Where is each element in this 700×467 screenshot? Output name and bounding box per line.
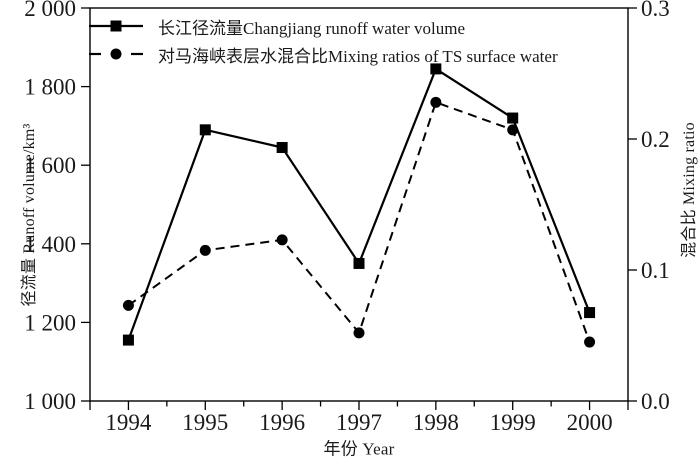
circle-marker <box>584 336 596 348</box>
series-mixing-ratio <box>122 96 596 348</box>
x-tick-label: 2000 <box>567 410 613 435</box>
solid-line-square-marker-icon <box>89 20 143 32</box>
left-y-axis-ticks: 1 000 1 200 1 400 1 600 1 800 2 000 <box>24 0 90 414</box>
left-y-tick-label: 1 400 <box>24 232 76 257</box>
square-marker <box>199 124 211 136</box>
left-y-axis-title: 径流量 Runoff volume/km³ <box>21 123 38 307</box>
series-line-solid <box>127 67 591 341</box>
circle-marker <box>199 244 211 256</box>
right-y-tick-label: 0.3 <box>641 0 670 21</box>
circle-marker <box>507 124 519 136</box>
x-tick-label: 1999 <box>490 410 536 435</box>
dashed-line-circle-marker-icon <box>89 48 143 60</box>
right-y-tick-label: 0.2 <box>641 127 670 152</box>
x-axis-title: 年份 Year <box>323 439 395 459</box>
left-y-tick-label: 1 000 <box>24 389 76 414</box>
square-marker <box>122 334 134 346</box>
x-tick-label: 1996 <box>259 410 305 435</box>
square-marker <box>584 307 596 319</box>
square-marker <box>276 142 288 154</box>
x-tick-label: 1994 <box>105 410 152 435</box>
legend: 长江径流量Changjiang runoff water volume 对马海峡… <box>87 12 558 68</box>
x-axis-ticks: 1994 1995 1996 1997 1998 1999 2000 <box>89 401 629 435</box>
square-marker <box>353 257 365 269</box>
circle-marker <box>353 327 365 339</box>
left-y-tick-label: 1 600 <box>24 153 76 178</box>
legend-item-runoff: 长江径流量Changjiang runoff water volume <box>87 12 558 40</box>
circle-marker <box>276 234 288 246</box>
circle-marker <box>122 299 134 311</box>
circle-marker <box>430 96 442 108</box>
series-runoff <box>122 63 596 346</box>
x-tick-label: 1998 <box>413 410 459 435</box>
left-y-tick-label: 1 800 <box>24 75 76 100</box>
legend-label-runoff: 长江径流量Changjiang runoff water volume <box>158 18 466 38</box>
left-y-tick-label: 1 200 <box>24 310 76 335</box>
x-tick-label: 1995 <box>182 410 228 435</box>
x-tick-label: 1997 <box>336 410 382 435</box>
square-marker <box>430 63 442 75</box>
right-y-tick-label: 0.1 <box>641 258 670 283</box>
right-y-tick-label: 0.0 <box>641 389 670 414</box>
right-y-axis-ticks: 0.0 0.1 0.2 0.3 <box>628 0 670 414</box>
right-y-axis-title: 混合比 Mixing ratio <box>681 122 698 258</box>
legend-label-mixing-ratio: 对马海峡表层水混合比Mixing ratios of TS surface wa… <box>158 46 558 66</box>
legend-item-mixing-ratio: 对马海峡表层水混合比Mixing ratios of TS surface wa… <box>87 40 558 68</box>
left-y-tick-label: 2 000 <box>24 0 76 21</box>
square-marker <box>507 112 519 124</box>
